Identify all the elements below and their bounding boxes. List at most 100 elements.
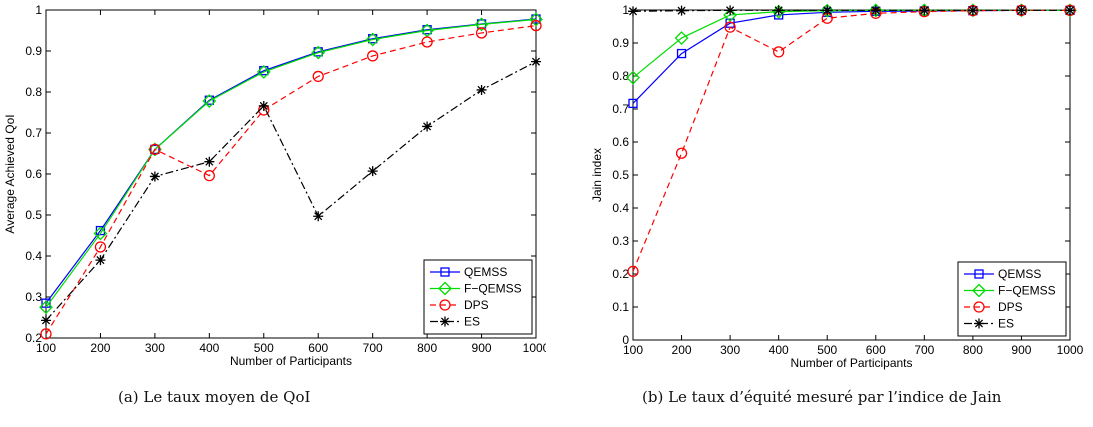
data-point-dps bbox=[627, 265, 639, 278]
data-point-dps bbox=[773, 46, 785, 58]
data-point-f-qemss bbox=[674, 31, 689, 45]
caption-a: (a) Le taux moyen de QoI bbox=[118, 388, 311, 406]
legend-label-es: ES bbox=[464, 315, 480, 329]
y-tick-label: 0.7 bbox=[612, 102, 629, 116]
y-tick-label: 0.5 bbox=[612, 168, 629, 182]
data-point-f-qemss bbox=[820, 3, 835, 18]
legend-marker bbox=[440, 316, 450, 327]
data-point-dps bbox=[724, 21, 736, 33]
x-axis-label: Number of Participants bbox=[230, 354, 352, 368]
data-point-es bbox=[41, 315, 51, 326]
legend-marker bbox=[974, 318, 984, 329]
series-qemss bbox=[628, 5, 1075, 109]
data-point-qemss bbox=[628, 98, 638, 109]
data-point-dps bbox=[421, 36, 433, 48]
legend-label-qemss: QEMSS bbox=[998, 267, 1041, 281]
data-point-f-qemss bbox=[529, 12, 543, 27]
x-axis-label: Number of Participants bbox=[790, 356, 912, 370]
x-tick-label: 500 bbox=[817, 343, 837, 357]
y-tick-label: 0.3 bbox=[612, 234, 629, 248]
y-tick-label: 0.7 bbox=[25, 126, 42, 140]
data-point-f-qemss bbox=[39, 300, 53, 315]
data-point-es bbox=[967, 5, 978, 16]
x-tick-label: 300 bbox=[145, 341, 165, 355]
y-tick-label: 0.8 bbox=[25, 85, 42, 99]
data-point-es bbox=[258, 100, 269, 111]
y-tick-label: 1 bbox=[35, 3, 42, 17]
legend-label-f-qemss: F−QEMSS bbox=[998, 284, 1056, 298]
legend-marker bbox=[440, 267, 450, 277]
data-point-qemss bbox=[531, 14, 541, 24]
y-tick-label: 0.3 bbox=[25, 290, 42, 304]
data-point-es bbox=[204, 156, 215, 167]
y-tick-label: 0.2 bbox=[25, 331, 42, 345]
series-line-f-qemss bbox=[45, 18, 537, 308]
x-tick-label: 900 bbox=[1011, 343, 1031, 357]
x-tick-label: 800 bbox=[963, 343, 983, 357]
x-tick-label: 400 bbox=[769, 343, 789, 357]
data-point-es bbox=[95, 255, 106, 266]
y-tick-label: 0.9 bbox=[25, 44, 42, 58]
y-axis-label: Jain index bbox=[590, 148, 604, 202]
x-tick-label: 200 bbox=[90, 341, 110, 355]
chart-average-qoi: 100 200 300 400 500 600 700 800 900 1000 0.2 0.3 0.4… bbox=[3, 3, 546, 368]
data-point-f-qemss bbox=[868, 3, 883, 18]
series-es bbox=[41, 56, 541, 326]
data-point-f-qemss bbox=[202, 94, 217, 108]
x-tick-label: 800 bbox=[417, 341, 437, 355]
legend-marker bbox=[973, 301, 985, 313]
y-tick-label: 0.4 bbox=[25, 249, 42, 263]
data-point-dps bbox=[203, 169, 215, 182]
y-tick-label: 1 bbox=[622, 3, 629, 17]
x-tick-label: 700 bbox=[363, 341, 383, 355]
series-line-es bbox=[632, 9, 1070, 12]
data-point-es bbox=[628, 6, 638, 17]
x-tick-label: 500 bbox=[254, 341, 274, 355]
y-tick-label: 0 bbox=[622, 333, 629, 347]
data-point-es bbox=[1016, 5, 1027, 16]
legend-marker bbox=[439, 299, 451, 311]
data-point-dps bbox=[40, 328, 52, 340]
series-line-dps bbox=[632, 9, 1070, 272]
data-point-es bbox=[919, 5, 930, 16]
data-point-f-qemss bbox=[311, 45, 326, 60]
y-tick-label: 0.6 bbox=[612, 135, 629, 149]
data-point-es bbox=[367, 166, 378, 177]
caption-b: (b) Le taux d’équité mesuré par l’indice… bbox=[642, 388, 1002, 406]
data-point-f-qemss bbox=[365, 32, 380, 47]
data-point-es bbox=[531, 56, 541, 67]
data-point-dps bbox=[367, 50, 379, 62]
data-point-f-qemss bbox=[474, 17, 489, 32]
x-tick-label: 600 bbox=[308, 341, 328, 355]
data-point-f-qemss bbox=[256, 64, 271, 79]
x-tick-label: 600 bbox=[866, 343, 886, 357]
x-tick-label: 200 bbox=[672, 343, 692, 357]
data-point-es bbox=[676, 5, 687, 16]
series-f-qemss bbox=[39, 12, 543, 315]
data-point-dps bbox=[94, 241, 107, 253]
data-point-dps bbox=[475, 27, 488, 39]
legend: QEMSS F−QEMSS DPS ES bbox=[423, 259, 533, 335]
series-dps bbox=[40, 19, 542, 340]
data-point-f-qemss bbox=[771, 4, 786, 19]
data-point-dps bbox=[530, 19, 542, 32]
legend-label-dps: DPS bbox=[464, 298, 489, 312]
legend-marker bbox=[438, 281, 452, 296]
series-line-f-qemss bbox=[632, 9, 1070, 79]
data-point-es bbox=[822, 5, 833, 16]
y-tick-label: 0.9 bbox=[612, 36, 629, 50]
y-tick-label: 0.2 bbox=[612, 267, 629, 281]
x-tick-label: 100 bbox=[36, 341, 56, 355]
series-es bbox=[628, 5, 1075, 17]
data-point-f-qemss bbox=[723, 8, 738, 22]
data-point-es bbox=[725, 5, 736, 16]
data-point-qemss bbox=[676, 48, 687, 59]
legend: QEMSS F−QEMSS DPS ES bbox=[957, 261, 1067, 337]
data-point-es bbox=[773, 5, 784, 16]
series-line-dps bbox=[45, 24, 537, 335]
x-tick-label: 900 bbox=[472, 341, 492, 355]
data-point-es bbox=[313, 211, 324, 222]
y-tick-label: 0.4 bbox=[612, 201, 629, 215]
data-point-es bbox=[422, 121, 433, 132]
